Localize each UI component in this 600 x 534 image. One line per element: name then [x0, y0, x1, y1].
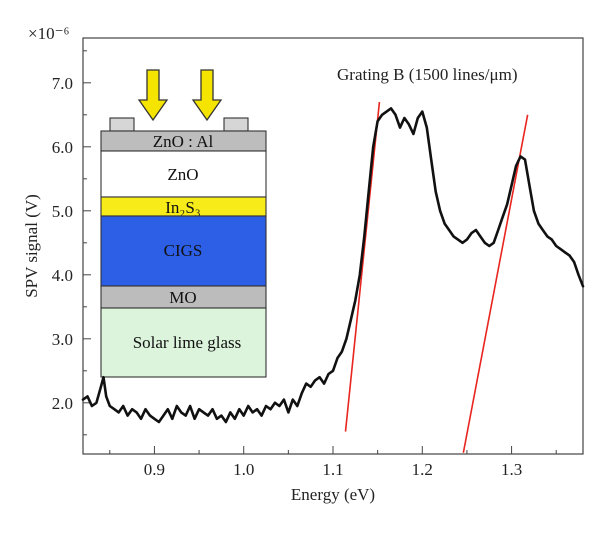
y-tick-label: 6.0 — [52, 138, 73, 157]
grating-annotation: Grating B (1500 lines/μm) — [337, 65, 518, 84]
y-axis-label: SPV signal (V) — [22, 194, 41, 298]
y-tick-label: 7.0 — [52, 74, 73, 93]
layer-label: MO — [169, 288, 196, 307]
contact-pad — [109, 117, 135, 132]
series-group — [81, 107, 585, 424]
layer-zno — [100, 150, 267, 198]
y-tick-label: 5.0 — [52, 202, 73, 221]
layer-label: CIGS — [164, 241, 203, 260]
layer-label: ZnO — [167, 165, 198, 184]
fit-lines — [344, 101, 529, 453]
layer-cigs — [100, 215, 267, 287]
y-tick-label: 4.0 — [52, 266, 73, 285]
layer-solar-lime-glass — [100, 307, 267, 378]
x-tick-label: 1.0 — [233, 460, 254, 479]
contact-pad — [223, 117, 249, 132]
light-arrow-icon — [137, 69, 169, 122]
x-tick-label: 1.2 — [412, 460, 433, 479]
x-tick-label: 1.1 — [322, 460, 343, 479]
layer-label: Solar lime glass — [133, 333, 242, 352]
series-line — [81, 107, 585, 424]
x-axis: 0.9 1.0 1.1 1.2 1.3 — [109, 446, 557, 479]
fit-line — [344, 101, 381, 432]
layer-label: ZnO : Al — [153, 132, 214, 151]
y-tick-label: 3.0 — [52, 330, 73, 349]
y-axis: 2.0 3.0 4.0 5.0 6.0 7.0 — [52, 50, 91, 436]
x-axis-label: Energy (eV) — [291, 485, 375, 504]
x-tick-label: 0.9 — [144, 460, 165, 479]
y-multiplier-label: ×10⁻⁶ — [28, 24, 70, 43]
y-tick-label: 2.0 — [52, 394, 73, 413]
light-arrow-icon — [191, 69, 223, 122]
x-tick-label: 1.3 — [501, 460, 522, 479]
layer-label: In₂S₃ — [165, 198, 201, 217]
device-inset: ZnO : Al ZnO In₂S₃ CIGS MO Solar lime gl… — [100, 69, 267, 378]
fit-line — [462, 114, 529, 453]
